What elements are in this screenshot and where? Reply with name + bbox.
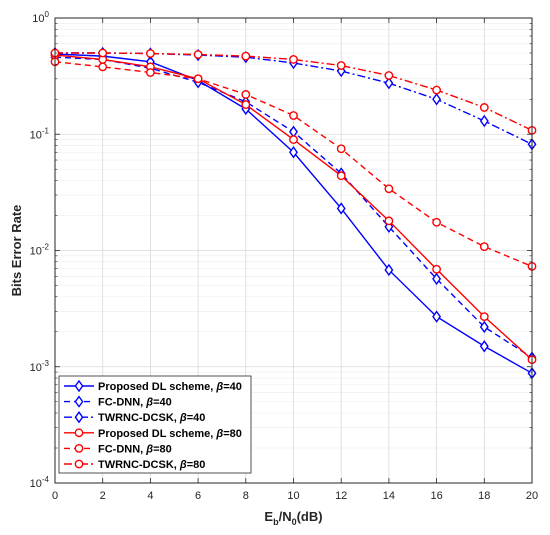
data-point xyxy=(432,93,442,106)
data-point xyxy=(98,48,108,58)
data-point xyxy=(289,146,298,159)
legend: Proposed DL scheme, β=40 FC-DNN, β=40 TWRN… xyxy=(58,375,252,474)
x-tick-label: 8 xyxy=(243,490,249,502)
data-point xyxy=(384,184,394,194)
data-point xyxy=(193,50,203,59)
data-point xyxy=(432,272,442,286)
x-tick-label: 2 xyxy=(100,490,106,502)
data-point xyxy=(145,49,155,58)
legend-label: Proposed DL scheme, β=40 xyxy=(98,381,242,393)
legend-label: FC-DNN, β=80 xyxy=(98,443,172,455)
data-point xyxy=(432,217,441,227)
series-line xyxy=(54,61,533,268)
y-tick-label: 10-2 xyxy=(30,243,50,258)
data-point xyxy=(479,242,489,252)
legend-marker xyxy=(74,411,84,424)
data-point xyxy=(479,114,489,128)
data-point xyxy=(432,85,441,95)
data-point xyxy=(432,310,442,323)
series-line xyxy=(55,52,533,131)
y-axis-title: Bits Error Rate xyxy=(9,205,24,297)
legend-label: TWRNC-DCSK, β=40 xyxy=(98,412,205,424)
data-point xyxy=(336,171,346,181)
data-point xyxy=(336,202,346,215)
legend-box xyxy=(58,375,252,474)
data-point xyxy=(289,135,298,144)
y-tick-label: 10-3 xyxy=(30,359,50,374)
x-tick-label: 4 xyxy=(147,490,153,502)
data-point xyxy=(336,61,346,70)
data-point xyxy=(289,111,298,120)
data-point xyxy=(241,100,251,109)
legend-marker xyxy=(74,379,84,393)
data-point xyxy=(145,68,155,77)
y-tick-label: 10-4 xyxy=(30,475,50,490)
legend-marker xyxy=(74,459,84,469)
data-point xyxy=(336,144,346,154)
data-point xyxy=(193,74,203,84)
legend-marker xyxy=(74,395,84,408)
series-5 xyxy=(50,57,537,271)
data-point xyxy=(479,340,489,353)
x-tick-label: 6 xyxy=(195,490,201,502)
y-tick-labels: 100 10-1 10-2 10-3 10-4 xyxy=(30,10,50,490)
data-point xyxy=(384,71,394,80)
data-point xyxy=(432,264,441,274)
data-point xyxy=(479,312,489,322)
data-point xyxy=(98,62,108,72)
x-tick-label: 10 xyxy=(287,490,299,502)
x-tick-labels: 0 2 4 6 8 10 12 14 16 18 20 xyxy=(52,490,538,502)
ticks xyxy=(54,17,533,484)
data-point xyxy=(479,320,489,334)
x-tick-label: 18 xyxy=(478,490,490,502)
x-tick-label: 0 xyxy=(52,490,58,502)
y-tick-label: 100 xyxy=(32,10,49,25)
data-point xyxy=(384,76,394,90)
legend-label: Proposed DL scheme, β=80 xyxy=(98,428,242,440)
legend-marker xyxy=(74,428,84,438)
data-point xyxy=(384,263,394,277)
series-4 xyxy=(50,50,537,365)
data-point xyxy=(479,103,489,112)
legend-label: FC-DNN, β=40 xyxy=(98,397,172,409)
x-tick-label: 12 xyxy=(335,490,347,502)
x-tick-label: 20 xyxy=(526,490,538,502)
data-point xyxy=(289,55,298,64)
data-point xyxy=(384,220,394,233)
series-line xyxy=(55,52,533,145)
legend-marker xyxy=(74,443,84,453)
series-group xyxy=(50,46,537,380)
y-tick-label: 10-1 xyxy=(30,126,50,141)
data-point xyxy=(241,51,251,61)
x-axis-title: Eb/N0(dB) xyxy=(264,509,322,527)
x-tick-label: 14 xyxy=(383,490,395,502)
legend-label: TWRNC-DCSK, β=80 xyxy=(98,459,205,471)
data-point xyxy=(241,90,251,99)
data-point xyxy=(384,216,394,226)
x-tick-label: 16 xyxy=(430,490,442,502)
